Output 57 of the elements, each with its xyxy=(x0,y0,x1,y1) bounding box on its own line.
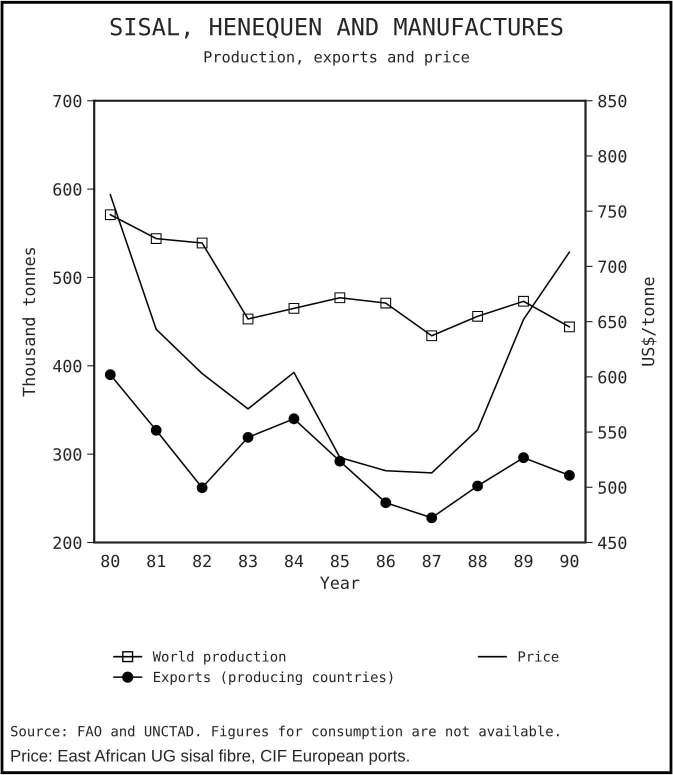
y-tick-label: 300 xyxy=(53,448,82,461)
y2-tick-label: 650 xyxy=(598,316,626,328)
y-tick-label: 500 xyxy=(53,271,82,284)
chart-subtitle: Production, exports and price xyxy=(204,50,469,66)
source-note: Source: FAO and UNCTAD. Figures for consumption are not available. xyxy=(11,726,559,740)
x-tick-label: 89 xyxy=(514,554,532,568)
point xyxy=(150,233,162,244)
point xyxy=(196,482,208,494)
y2-tick-label: 600 xyxy=(598,370,626,384)
text: Price: East African UG sisal fibre, CIF European ports. xyxy=(11,749,409,765)
point xyxy=(242,432,254,443)
legend-label: Exports (producing countries) xyxy=(154,671,392,685)
point xyxy=(150,424,162,436)
point xyxy=(426,330,438,342)
y-tick-label: 200 xyxy=(54,536,82,550)
point xyxy=(104,369,116,380)
y2-tick-label: 850 xyxy=(598,94,626,108)
point xyxy=(104,209,116,220)
point xyxy=(288,302,300,314)
y2-tick-label: 750 xyxy=(598,205,626,218)
y2-tick-label: 700 xyxy=(598,260,626,274)
y-tick-label: 700 xyxy=(53,94,82,108)
point xyxy=(380,298,392,308)
point xyxy=(472,480,483,492)
y2-tick-label: 500 xyxy=(598,481,626,494)
point xyxy=(518,452,529,464)
x-tick-label: 81 xyxy=(147,554,166,568)
x-tick-label: 90 xyxy=(560,554,578,568)
y2-tick-label: 550 xyxy=(598,426,626,439)
y-tick-label: 600 xyxy=(53,183,82,196)
x-tick-label: 82 xyxy=(193,554,211,568)
y2-tick-label: 800 xyxy=(598,150,626,163)
point xyxy=(334,292,346,304)
point xyxy=(518,296,529,307)
legend-label: Price xyxy=(518,651,558,662)
x-tick-label: 88 xyxy=(468,554,487,568)
y-tick-label: 400 xyxy=(53,360,82,372)
legend-label: World production xyxy=(152,650,286,664)
x-tick-label: 86 xyxy=(376,554,395,568)
y2-tick-label: 450 xyxy=(598,536,626,550)
y-axis-title: Thousand tonnes xyxy=(22,248,36,396)
point xyxy=(472,310,483,322)
x-tick-label: 84 xyxy=(284,554,304,568)
point xyxy=(564,470,575,481)
point xyxy=(426,512,438,524)
point xyxy=(242,314,254,324)
x-tick-label: 83 xyxy=(239,554,257,568)
x-axis-title: Year xyxy=(320,576,360,590)
y2-axis-title: US$/tonne xyxy=(641,277,657,366)
x-tick-label: 80 xyxy=(101,554,120,568)
chart-title: SISAL, HENEQUEN AND MANUFACTURES xyxy=(110,18,562,39)
point xyxy=(196,238,208,248)
point xyxy=(288,413,300,424)
x-tick-label: 87 xyxy=(422,554,440,568)
point xyxy=(380,497,392,508)
point xyxy=(564,322,575,332)
x-tick-label: 85 xyxy=(330,554,349,568)
